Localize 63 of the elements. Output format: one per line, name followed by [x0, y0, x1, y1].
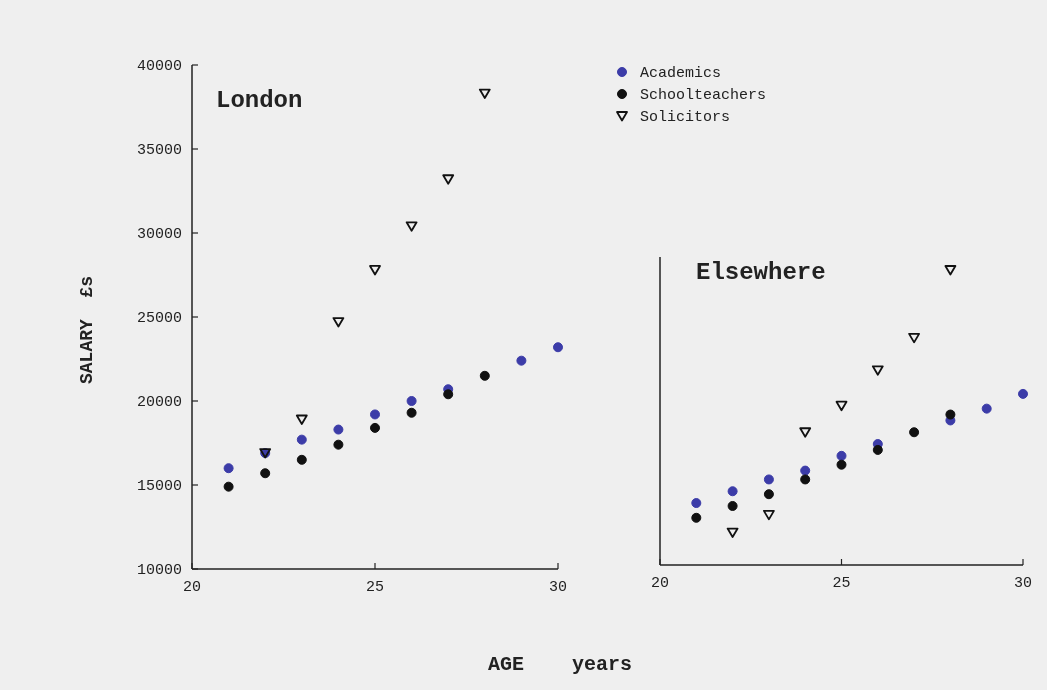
point — [763, 489, 774, 500]
point — [836, 450, 847, 461]
point — [406, 396, 417, 406]
point — [872, 444, 883, 455]
point — [1018, 388, 1028, 399]
point — [295, 414, 308, 425]
point — [223, 481, 234, 492]
x-tick-label: 20 — [182, 579, 202, 596]
point — [944, 265, 957, 276]
point — [726, 527, 739, 538]
legend-label: Academics — [640, 65, 722, 83]
point — [296, 434, 307, 445]
point — [223, 463, 234, 474]
point — [908, 332, 920, 344]
point — [443, 389, 454, 400]
point — [478, 88, 491, 99]
point — [479, 370, 490, 381]
y-tick-label: 35000 — [136, 142, 182, 160]
point — [727, 501, 738, 511]
y-tick-label: 25000 — [136, 310, 182, 328]
point — [369, 265, 381, 276]
x-axis-title: AGE years — [487, 653, 633, 676]
y-tick-label: 15000 — [136, 478, 182, 496]
x-tick-label: 30 — [1013, 575, 1033, 592]
text: London — [216, 87, 303, 114]
y-tick-label: 30000 — [136, 226, 182, 244]
y-axis-title: SALARY £s — [77, 275, 97, 385]
point — [370, 409, 380, 420]
point — [763, 509, 775, 521]
point — [763, 474, 774, 485]
point — [370, 422, 380, 433]
point — [835, 400, 848, 412]
y-tick-label: 20000 — [136, 394, 182, 412]
point — [909, 427, 920, 438]
x-tick-label: 25 — [832, 575, 851, 592]
point — [691, 498, 702, 509]
legend-label: Solicitors — [640, 109, 731, 127]
point — [516, 355, 527, 366]
point — [260, 468, 271, 479]
point — [800, 465, 811, 476]
point — [799, 427, 812, 438]
point — [296, 454, 307, 465]
point — [871, 365, 884, 376]
point — [332, 317, 345, 328]
point — [691, 512, 702, 523]
point — [406, 407, 417, 418]
legend-label: Schoolteachers — [640, 87, 767, 105]
point — [333, 424, 344, 435]
x-tick-label: 25 — [365, 579, 385, 596]
y-tick-label: 40000 — [136, 58, 182, 76]
x-tick-label: 30 — [548, 579, 568, 596]
point — [981, 403, 992, 414]
point — [333, 439, 344, 450]
x-tick-label: 20 — [650, 575, 670, 592]
point — [553, 342, 563, 353]
point — [405, 221, 418, 232]
y-tick-label: 10000 — [136, 562, 182, 580]
chart-title: Elsewhere — [696, 259, 826, 286]
point — [442, 174, 455, 185]
point — [727, 486, 738, 497]
point — [800, 474, 811, 485]
point — [945, 409, 956, 420]
point — [836, 459, 847, 470]
